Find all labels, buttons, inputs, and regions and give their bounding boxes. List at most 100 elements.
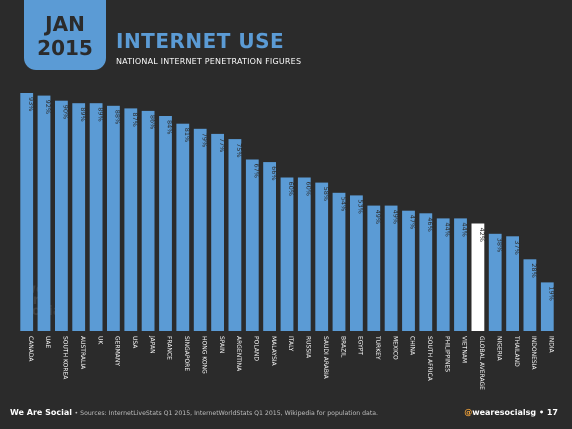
category-label: NIGERIA xyxy=(496,336,503,362)
data-label: 60% xyxy=(305,182,313,196)
bar-nigeria xyxy=(488,233,502,331)
data-label: 87% xyxy=(131,112,139,126)
footer-brand: We Are Social xyxy=(10,408,72,417)
category-label: SAUDI ARABIA xyxy=(322,336,329,380)
category-label: SINGAPORE xyxy=(183,336,190,371)
bar-indonesia xyxy=(523,259,537,331)
category-label: THAILAND xyxy=(513,335,520,367)
footer-handle-text: wearesocialsg xyxy=(472,408,537,417)
bar-vietnam xyxy=(454,218,467,331)
bar-uae xyxy=(37,95,51,331)
bar-saudi-arabia xyxy=(315,182,329,331)
bar-uk xyxy=(89,103,103,331)
category-label: TURKEY xyxy=(374,335,381,360)
data-label: 49% xyxy=(374,210,382,224)
category-label: UK xyxy=(96,336,103,345)
data-label: 88% xyxy=(114,110,122,124)
data-label: 49% xyxy=(391,210,399,224)
bar-france xyxy=(159,116,172,331)
data-label: 44% xyxy=(443,222,451,236)
category-label: MEXICO xyxy=(391,336,398,360)
data-label: 46% xyxy=(426,217,434,231)
data-label: 67% xyxy=(253,164,261,178)
bar-philippines xyxy=(436,218,450,331)
bar-poland xyxy=(245,159,259,331)
data-label: 58% xyxy=(322,187,330,201)
category-label: GLOBAL AVERAGE xyxy=(478,336,485,390)
bar-canada xyxy=(20,93,34,331)
bar-south-africa xyxy=(419,213,433,331)
category-label: USA xyxy=(131,336,138,349)
data-label: 89% xyxy=(79,107,87,121)
data-label: 38% xyxy=(496,238,504,252)
footer-page-number: • 17 xyxy=(538,408,558,417)
footer-handle: @wearesocialsg • 17 xyxy=(464,408,558,417)
badge-year: 2015 xyxy=(37,36,93,60)
category-label: INDONESIA xyxy=(530,336,537,370)
data-label: 93% xyxy=(27,97,35,111)
bar-spain xyxy=(211,133,224,331)
category-label: GERMANY xyxy=(114,336,121,366)
data-label: 60% xyxy=(287,182,295,196)
bar-mexico xyxy=(384,205,398,331)
data-label: 28% xyxy=(530,263,538,277)
page-title: INTERNET USE xyxy=(116,29,285,53)
category-label: EGYPT xyxy=(357,336,364,355)
bar-south-korea xyxy=(55,100,68,331)
bar-china xyxy=(402,210,415,331)
category-label: SOUTH KOREA xyxy=(62,336,69,380)
data-label: 37% xyxy=(513,240,521,254)
data-label: 84% xyxy=(166,120,174,134)
data-label: 44% xyxy=(461,222,469,236)
bar-russia xyxy=(297,177,311,331)
bar-argentina xyxy=(228,139,242,331)
data-label: 81% xyxy=(183,128,191,142)
bar-global-average xyxy=(471,223,485,331)
category-label: ARGENTINA xyxy=(235,336,242,372)
data-label: 42% xyxy=(478,228,486,242)
bar-egypt xyxy=(350,195,363,331)
bar-usa xyxy=(124,108,138,332)
category-label: FRANCE xyxy=(166,336,173,360)
bar-hong-kong xyxy=(193,128,207,331)
category-label: UAE xyxy=(44,336,51,348)
data-label: 75% xyxy=(235,143,243,157)
category-label: INDIA xyxy=(548,336,555,354)
category-label: HONG KONG xyxy=(200,336,207,374)
bar-malaysia xyxy=(263,162,276,331)
data-label: 92% xyxy=(44,100,52,114)
category-label: CHINA xyxy=(409,336,416,356)
category-label: ITALY xyxy=(287,336,294,352)
data-label: 77% xyxy=(218,138,226,152)
category-label: BRAZIL xyxy=(339,336,346,358)
data-label: 89% xyxy=(96,107,104,121)
footer-at: @ xyxy=(464,408,473,417)
data-label: 86% xyxy=(148,115,156,129)
bar-germany xyxy=(107,105,120,331)
data-label: 53% xyxy=(357,199,365,213)
category-label: RUSSIA xyxy=(305,336,312,359)
category-label: MALAYSIA xyxy=(270,336,277,367)
data-label: 66% xyxy=(270,166,278,180)
data-label: 19% xyxy=(548,286,556,300)
bar-thailand xyxy=(506,236,519,331)
category-label: VIETNAM xyxy=(461,336,468,363)
category-label: SOUTH AFRICA xyxy=(426,336,433,382)
footer-source: We Are Social • Sources: InternetLiveSta… xyxy=(10,408,378,417)
category-label: PHILIPPINES xyxy=(443,336,450,372)
footer-sources: • Sources: InternetLiveStats Q1 2015, In… xyxy=(74,410,379,417)
date-badge: JAN 2015 xyxy=(24,0,106,70)
data-label: 47% xyxy=(409,215,417,229)
bar-turkey xyxy=(367,205,381,331)
bar-italy xyxy=(280,177,294,331)
category-label: POLAND xyxy=(253,336,260,361)
page-subtitle: NATIONAL INTERNET PENETRATION FIGURES xyxy=(116,57,302,66)
data-label: 54% xyxy=(339,197,347,211)
bar-singapore xyxy=(176,123,190,331)
data-label: 79% xyxy=(200,133,208,147)
data-label: 90% xyxy=(62,105,70,119)
category-label: AUSTRALIA xyxy=(79,336,86,370)
category-label: CANADA xyxy=(27,336,34,362)
bar-japan xyxy=(141,110,155,332)
